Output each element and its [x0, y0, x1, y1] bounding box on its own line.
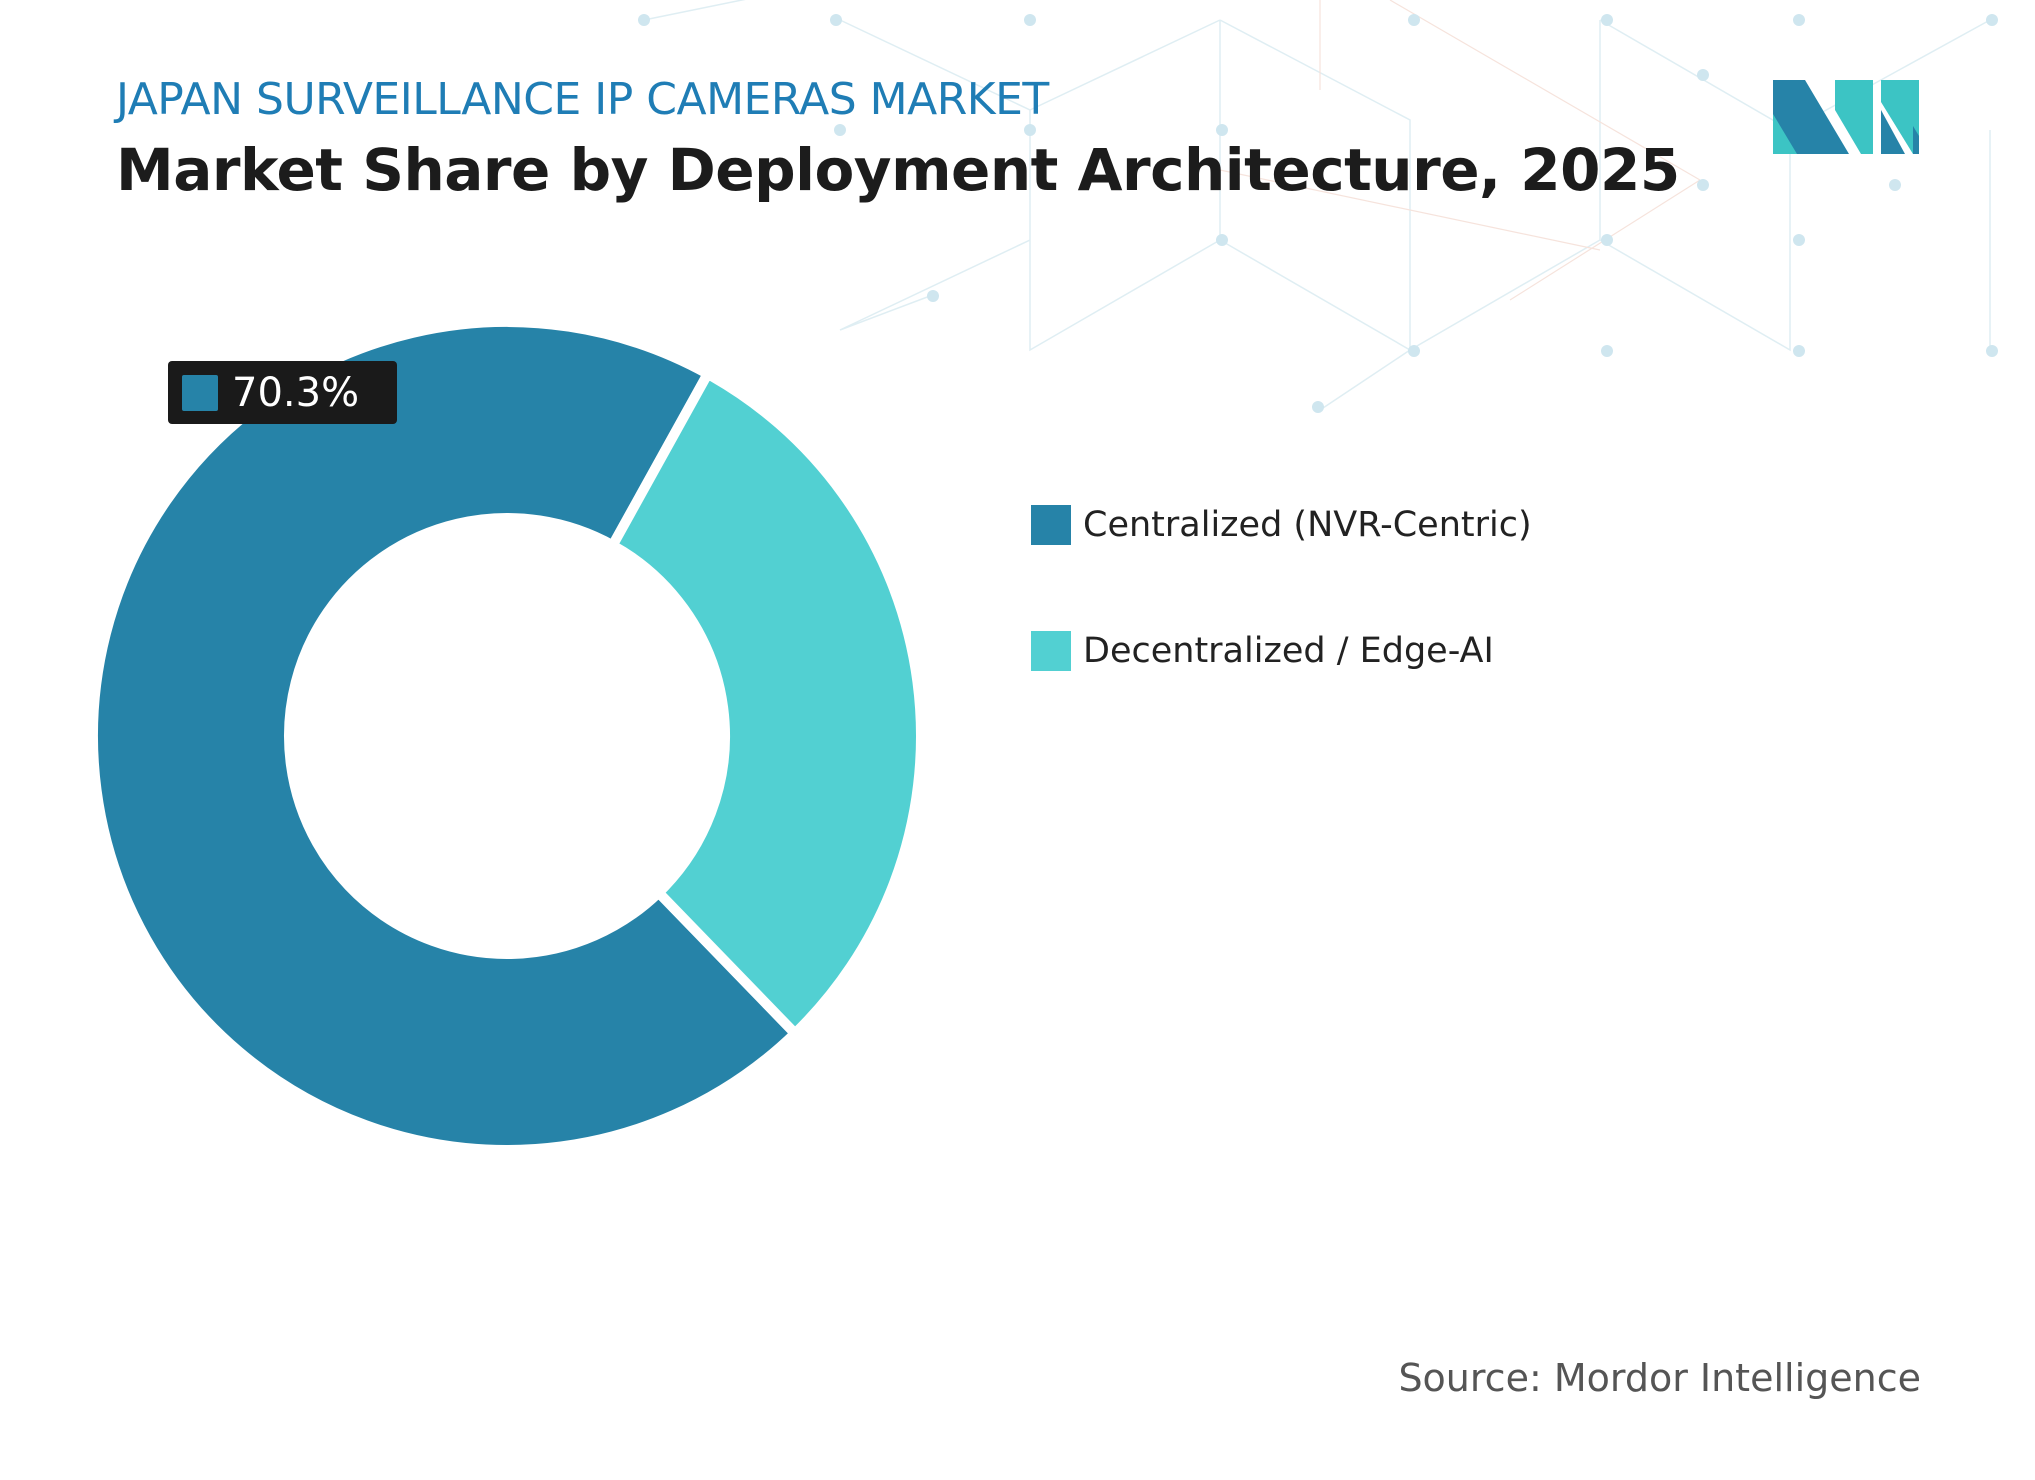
- legend-swatch: [1031, 505, 1071, 545]
- chart-subtitle: JAPAN SURVEILLANCE IP CAMERAS MARKET: [116, 74, 1049, 125]
- data-label-text: 70.3%: [232, 369, 360, 416]
- legend: Centralized (NVR-Centric) Decentralized …: [1031, 500, 1532, 752]
- data-label-centralized: 70.3%: [168, 361, 397, 424]
- legend-item-decentralized[interactable]: Decentralized / Edge-AI: [1031, 626, 1532, 676]
- legend-item-centralized[interactable]: Centralized (NVR-Centric): [1031, 500, 1532, 550]
- donut-chart: [88, 317, 926, 1155]
- source-note: Source: Mordor Intelligence: [1398, 1356, 1921, 1400]
- mordor-logo: [1773, 80, 1919, 154]
- donut-slice-decentralized: [605, 367, 926, 1041]
- data-label-swatch: [182, 374, 218, 411]
- legend-label: Centralized (NVR-Centric): [1083, 505, 1532, 545]
- legend-label: Decentralized / Edge-AI: [1083, 631, 1494, 671]
- chart-title: Market Share by Deployment Architecture,…: [116, 136, 1680, 204]
- legend-swatch: [1031, 631, 1071, 671]
